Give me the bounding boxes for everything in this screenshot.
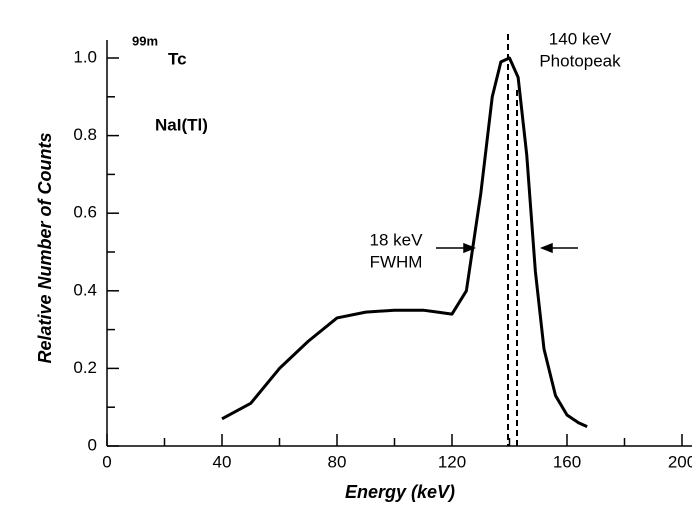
y-tick-label: 0.4: [73, 280, 97, 299]
x-axis-label: Energy (keV): [345, 482, 455, 502]
x-tick-label: 200: [668, 452, 692, 471]
fwhm-name: FWHM: [370, 252, 423, 271]
peak-energy: 140 keV: [549, 29, 612, 48]
y-axis-label: Relative Number of Counts: [35, 132, 55, 363]
x-tick-label: 160: [553, 452, 581, 471]
detector: NaI(Tl): [155, 115, 208, 134]
y-tick-label: 1.0: [73, 47, 97, 66]
isotope-mass: 99m: [132, 33, 158, 48]
x-tick-label: 40: [213, 452, 232, 471]
isotope: Tc: [168, 49, 187, 68]
fwhm-value: 18 keV: [370, 230, 424, 249]
x-tick-label: 0: [102, 452, 111, 471]
y-tick-label: 0.6: [73, 203, 97, 222]
y-tick-label: 0.8: [73, 125, 97, 144]
x-tick-label: 80: [328, 452, 347, 471]
arrows: [436, 242, 578, 254]
x-tick-label: 120: [438, 452, 466, 471]
y-tick-label: 0: [88, 435, 97, 454]
y-tick-label: 0.2: [73, 358, 97, 377]
peak-name: Photopeak: [539, 51, 621, 70]
spectrum-line: [221, 56, 588, 428]
